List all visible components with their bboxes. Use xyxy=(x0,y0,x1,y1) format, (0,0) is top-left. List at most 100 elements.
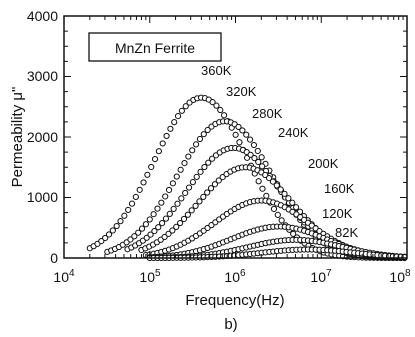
y-tick-label-1000: 1000 xyxy=(27,189,58,205)
data-point-360k xyxy=(182,103,189,110)
data-point-280k xyxy=(182,189,189,197)
data-point-360k xyxy=(136,186,143,193)
data-point-320k xyxy=(250,141,258,149)
data-point-360k xyxy=(232,131,239,138)
data-point-360k xyxy=(221,112,228,119)
data-point-240k xyxy=(265,175,273,182)
series-label-160k: 160K xyxy=(324,181,355,196)
data-point-320k xyxy=(127,236,134,243)
data-point-280k xyxy=(185,184,193,191)
y-tick-label-2000: 2000 xyxy=(27,129,58,145)
data-point-240k xyxy=(161,233,168,241)
data-point-320k xyxy=(192,141,200,148)
data-point-360k xyxy=(163,132,170,140)
legend-box: MnZn Ferrite xyxy=(88,32,222,62)
y-tick-label-4000: 4000 xyxy=(27,8,58,24)
data-point-240k xyxy=(192,202,199,209)
data-point-240k xyxy=(289,199,296,206)
data-point-240k xyxy=(204,189,211,196)
data-point-360k xyxy=(174,113,182,120)
data-point-240k xyxy=(184,211,191,218)
data-point-280k xyxy=(205,159,212,166)
data-point-280k xyxy=(151,228,158,235)
data-point-320k xyxy=(246,136,254,143)
data-point-320k xyxy=(254,147,261,155)
data-point-360k xyxy=(255,178,262,185)
x-tick-label-1e4: 104 xyxy=(53,268,75,285)
data-point-360k xyxy=(148,163,155,171)
data-point-320k xyxy=(169,180,177,187)
x-tick-label-1e7: 107 xyxy=(310,268,332,285)
data-point-360k xyxy=(171,119,178,126)
data-point-240k xyxy=(273,182,280,189)
data-point-360k xyxy=(105,231,113,238)
data-point-240k xyxy=(211,181,219,188)
data-point-280k xyxy=(189,179,196,186)
series-label-200k: 200K xyxy=(308,156,339,171)
data-point-240k xyxy=(177,219,184,227)
data-point-360k xyxy=(263,192,270,199)
y-tick-label-0: 0 xyxy=(50,250,58,266)
data-point-280k xyxy=(201,163,208,171)
data-point-240k xyxy=(281,190,288,197)
data-point-360k xyxy=(178,107,185,114)
data-point-320k xyxy=(204,126,211,134)
data-point-280k xyxy=(159,219,166,227)
data-point-360k xyxy=(144,171,151,178)
data-point-360k xyxy=(128,200,136,207)
data-point-360k xyxy=(236,139,243,146)
data-point-320k xyxy=(142,221,149,228)
data-point-320k xyxy=(131,233,138,240)
data-point-320k xyxy=(138,225,146,232)
y-tick-labels: 0 1000 2000 3000 4000 xyxy=(27,8,58,266)
data-point-280k xyxy=(197,168,204,175)
data-point-240k xyxy=(262,171,269,179)
series-labels: 360K 320K 280K 240K 200K 160K 120K 82K xyxy=(201,63,358,240)
data-points xyxy=(86,94,408,262)
data-point-240k xyxy=(165,230,172,237)
data-point-240k xyxy=(293,204,300,211)
data-point-240k xyxy=(173,223,180,230)
axis-ticks xyxy=(63,15,408,259)
data-point-360k xyxy=(217,106,224,114)
data-point-320k xyxy=(162,193,169,200)
data-point-360k xyxy=(278,217,285,224)
data-point-360k xyxy=(213,102,220,109)
data-point-320k xyxy=(181,159,188,167)
x-tick-label-1e8: 108 xyxy=(389,268,411,285)
data-point-280k xyxy=(174,200,181,207)
data-point-240k xyxy=(207,185,215,192)
data-point-360k xyxy=(151,155,159,163)
series-label-280k: 280K xyxy=(252,106,283,121)
data-point-360k xyxy=(98,238,105,245)
data-point-360k xyxy=(109,227,116,234)
data-point-360k xyxy=(155,148,162,155)
data-point-240k xyxy=(180,215,188,223)
data-point-360k xyxy=(113,222,120,230)
data-point-320k xyxy=(189,147,196,154)
data-point-240k xyxy=(215,177,222,184)
x-tick-labels: 104 105 106 107 108 xyxy=(53,268,411,285)
data-point-240k xyxy=(196,198,203,205)
data-point-280k xyxy=(209,155,216,162)
data-point-360k xyxy=(125,206,132,214)
data-point-320k xyxy=(146,216,153,223)
data-point-360k xyxy=(259,185,266,192)
data-point-320k xyxy=(258,154,265,161)
data-point-320k xyxy=(200,131,207,138)
legend-box-frame xyxy=(88,32,222,62)
data-point-320k xyxy=(154,205,161,212)
data-point-280k xyxy=(170,205,177,213)
data-point-320k xyxy=(239,127,246,134)
data-point-320k xyxy=(165,186,173,194)
series-label-360k: 360K xyxy=(201,63,232,78)
data-point-280k xyxy=(255,158,262,166)
x-tick-label-1e6: 106 xyxy=(224,268,246,285)
data-point-280k xyxy=(147,231,154,238)
series-label-120k: 120K xyxy=(322,206,353,221)
data-point-280k xyxy=(166,210,173,217)
data-point-240k xyxy=(285,195,292,202)
x-axis-label: Frequency(Hz) xyxy=(185,292,284,309)
data-point-240k xyxy=(200,193,207,200)
